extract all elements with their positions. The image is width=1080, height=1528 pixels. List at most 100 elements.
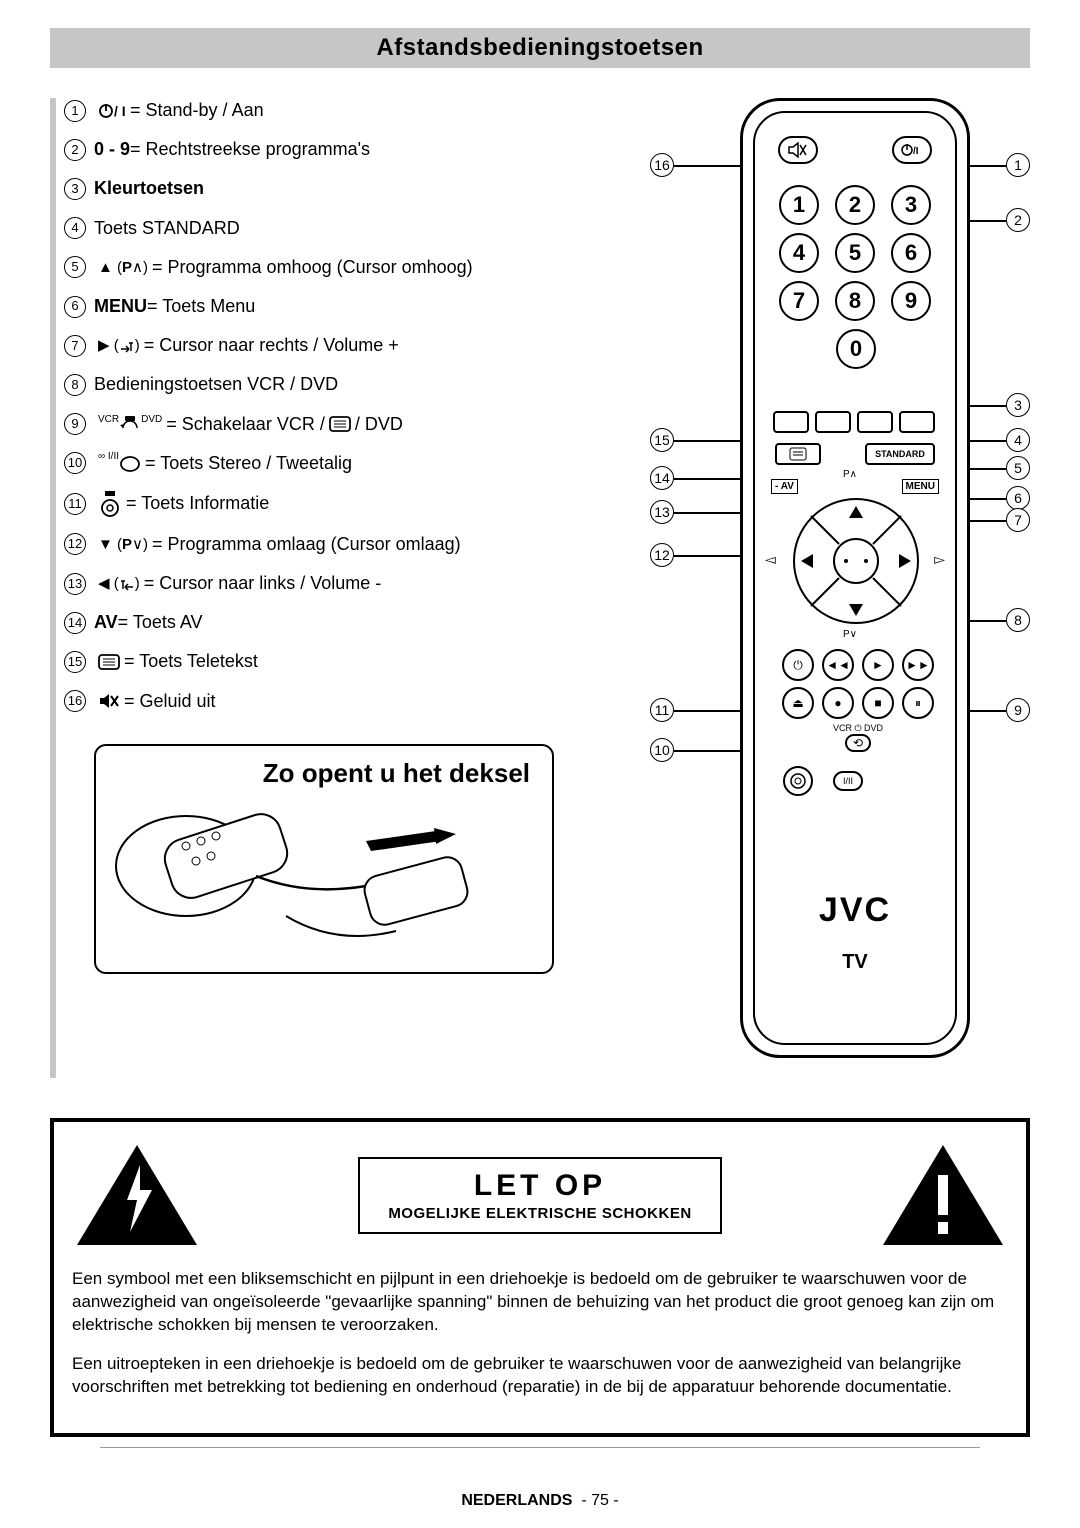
legend-column: 1/ I = Stand-by / Aan 20 - 9 = Rechtstree… xyxy=(50,98,630,1078)
legend-number: 15 xyxy=(64,651,86,673)
legend-number: 3 xyxy=(64,178,86,200)
teletext-icon xyxy=(98,654,120,670)
numpad-4: 4 xyxy=(779,233,819,273)
legend-item-9: 9VCRDVD = Schakelaar VCR / / DVD xyxy=(64,412,630,437)
callout-line xyxy=(966,468,1006,470)
stereo-button: I/II xyxy=(833,771,863,791)
legend-item-15: 15 = Toets Teletekst xyxy=(64,649,630,674)
legend-item-10: 10∞ I/II = Toets Stereo / Tweetalig xyxy=(64,451,630,476)
left-icon: ◀ () xyxy=(98,573,140,594)
color-button-blue xyxy=(899,411,935,433)
numpad-7: 7 xyxy=(779,281,819,321)
caution-title: LET OP xyxy=(388,1169,691,1203)
up-icon: ▲ (P∧) xyxy=(98,257,148,278)
legend-text: = Rechtstreekse programma's xyxy=(130,137,370,162)
callout-line xyxy=(674,478,740,480)
legend-text: = Stand-by / Aan xyxy=(130,98,264,123)
caution-subtitle: MOGELIJKE ELEKTRISCHE SCHOKKEN xyxy=(388,1205,691,1222)
legend-text: = Toets Informatie xyxy=(126,491,269,516)
legend-text: = Schakelaar VCR / xyxy=(166,412,325,437)
pause-icon: ⏸ xyxy=(902,687,934,719)
legend-item-11: 11 = Toets Informatie xyxy=(64,490,630,518)
remote-body: /I 1234567890 STANDARD xyxy=(740,98,970,1058)
legend-text: = Geluid uit xyxy=(124,689,216,714)
page-title: Afstandsbedieningstoetsen xyxy=(50,28,1030,68)
power-icon: /I xyxy=(899,142,925,158)
callout-line xyxy=(966,165,1006,167)
legend-text: Bedieningstoetsen VCR / DVD xyxy=(94,372,338,397)
info-icon xyxy=(98,490,122,518)
mute-icon xyxy=(98,692,120,710)
callout-16: 16 xyxy=(650,153,674,177)
callout-line xyxy=(966,710,1006,712)
standard-button: STANDARD xyxy=(865,443,935,465)
menu-label: MENU xyxy=(902,479,939,494)
vcr-switch-icon: ⟲ xyxy=(845,734,871,752)
legend-number: 14 xyxy=(64,612,86,634)
numpad-2: 2 xyxy=(835,185,875,225)
vcrswitch-icon: VCRDVD xyxy=(98,414,162,434)
color-button-red xyxy=(773,411,809,433)
teletext-button xyxy=(775,443,821,465)
legend-bold: 0 - 9 xyxy=(94,137,130,162)
footer-page: - 75 - xyxy=(581,1492,618,1509)
callout-4: 4 xyxy=(1006,428,1030,452)
legend-list: 1/ I = Stand-by / Aan 20 - 9 = Rechtstree… xyxy=(64,98,630,714)
p-up-label: P∧ xyxy=(843,469,857,480)
numpad-1: 1 xyxy=(779,185,819,225)
legend-number: 1 xyxy=(64,100,86,122)
legend-suffix: / DVD xyxy=(355,412,403,437)
vol-down-icon: ◅ xyxy=(765,551,776,568)
legend-bold: AV xyxy=(94,610,118,635)
callout-line xyxy=(966,440,1006,442)
legend-text: = Programma omlaag (Cursor omlaag) xyxy=(152,532,461,557)
callout-10: 10 xyxy=(650,738,674,762)
teletext-icon xyxy=(329,416,351,432)
footer-divider xyxy=(100,1447,980,1448)
stereo-icon: I/II xyxy=(843,776,853,786)
open-cover-title: Zo opent u het deksel xyxy=(108,758,540,789)
callout-7: 7 xyxy=(1006,508,1030,532)
p-down-label: P∨ xyxy=(843,629,857,640)
vol-up-icon: ▻ xyxy=(934,551,945,568)
page: Afstandsbedieningstoetsen 1/ I = Stand-b… xyxy=(0,0,1080,1528)
callout-line xyxy=(966,498,1006,500)
numpad-0: 0 xyxy=(836,329,876,369)
lightning-triangle xyxy=(72,1140,202,1250)
down-icon: ▼ (P∨) xyxy=(98,534,148,555)
legend-number: 13 xyxy=(64,573,86,595)
open-cover-box: Zo opent u het deksel xyxy=(94,744,554,974)
callout-line xyxy=(966,620,1006,622)
legend-item-4: 4Toets STANDARD xyxy=(64,216,630,241)
legend-item-1: 1/ I = Stand-by / Aan xyxy=(64,98,630,123)
numpad-5: 5 xyxy=(835,233,875,273)
mute-icon xyxy=(787,142,809,158)
callout-line xyxy=(674,512,740,514)
legend-number: 16 xyxy=(64,690,86,712)
callout-line xyxy=(674,165,740,167)
footer-lang: NEDERLANDS xyxy=(461,1492,572,1509)
legend-item-14: 14AV = Toets AV xyxy=(64,610,630,635)
legend-item-16: 16 = Geluid uit xyxy=(64,689,630,714)
legend-item-2: 20 - 9 = Rechtstreekse programma's xyxy=(64,137,630,162)
ffwd-icon: ►► xyxy=(902,649,934,681)
svg-text:/I: /I xyxy=(913,146,919,157)
legend-item-3: 3 Kleurtoetsen xyxy=(64,176,630,201)
number-pad: 1234567890 xyxy=(771,181,941,373)
info-button xyxy=(783,766,813,796)
mute-button xyxy=(778,136,818,164)
vcr-dvd-controls: ⏻ ◄◄ ► ►► ⏏ ● ■ ⏸ VCR ⏻ DVD ⟲ xyxy=(778,649,938,752)
legend-text: = Toets Teletekst xyxy=(124,649,258,674)
callout-1: 1 xyxy=(1006,153,1030,177)
legend-item-12: 12 ▼ (P∨) = Programma omlaag (Cursor omla… xyxy=(64,532,630,557)
callout-12: 12 xyxy=(650,543,674,567)
callout-3: 3 xyxy=(1006,393,1030,417)
legend-bold: Kleurtoetsen xyxy=(94,176,204,201)
callout-line xyxy=(966,520,1006,522)
legend-number: 12 xyxy=(64,533,86,555)
callout-6: 6 xyxy=(1006,486,1030,510)
legend-number: 11 xyxy=(64,493,86,515)
content-row: 1/ I = Stand-by / Aan20 - 9 = Rechtstree… xyxy=(50,98,1030,1078)
callout-line xyxy=(674,555,740,557)
callout-15: 15 xyxy=(650,428,674,452)
